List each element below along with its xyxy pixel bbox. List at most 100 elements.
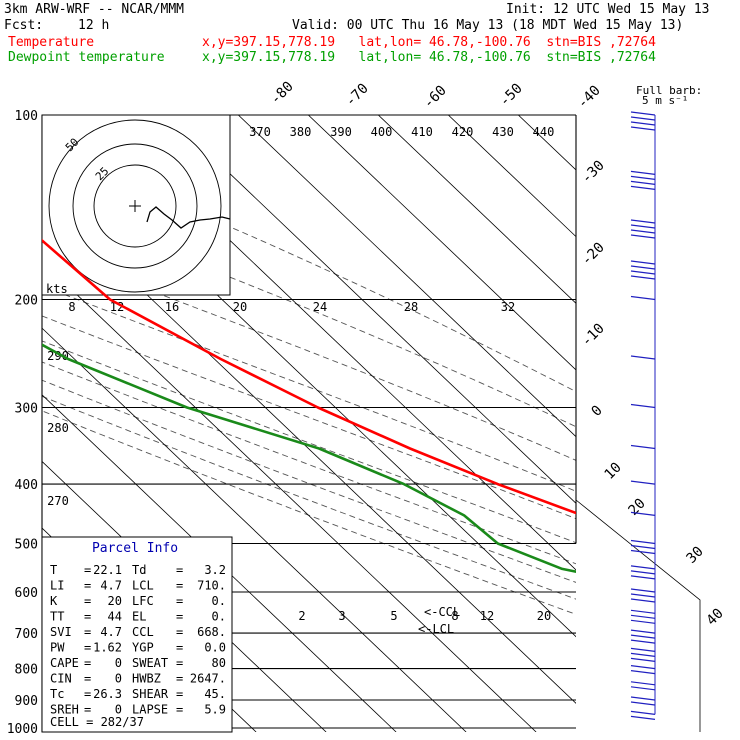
isotherm-label: -50 — [497, 81, 526, 110]
hodograph-speed-tick: 20 — [233, 300, 247, 314]
pressure-labels: 100 200 300 400 500 600 700 800 900 1000 — [7, 109, 38, 737]
parcel-value: 44 — [108, 610, 122, 624]
wind-barb — [630, 696, 656, 701]
mixing-ratio-label: 12 — [480, 609, 494, 623]
parcel-box-frame — [41, 536, 233, 733]
isotherm — [42, 327, 467, 732]
parcel-key: YGP — [132, 641, 154, 655]
dry-adiabat-label: 280 — [47, 421, 69, 435]
wind-barb — [630, 614, 656, 619]
parcel-value: 0.0 — [204, 641, 226, 655]
wind-barb — [630, 570, 656, 575]
wind-barb — [630, 539, 656, 545]
isotherm — [238, 115, 576, 438]
dry-adiabat-label: 400 — [371, 125, 393, 139]
parcel-key: CAPE — [50, 656, 79, 670]
wind-barb — [630, 480, 656, 485]
mixing-ratio-label: 20 — [537, 609, 551, 623]
isotherm-label: 0 — [589, 403, 606, 420]
wind-barb — [630, 549, 656, 555]
hodograph-ring — [93, 164, 177, 248]
wind-barb — [630, 575, 656, 580]
isotherm-label: -20 — [579, 240, 608, 269]
parcel-key: T — [50, 563, 57, 577]
isotherm-label: -80 — [268, 79, 297, 108]
parcel-eq: = — [84, 579, 91, 593]
dry-adiabat-label: 430 — [492, 125, 514, 139]
parcel-key: TT — [50, 610, 64, 624]
parcel-value: 26.3 — [93, 687, 122, 701]
parcel-value: 1.62 — [93, 641, 122, 655]
parcel-eq: = — [84, 563, 91, 577]
wind-barb — [630, 593, 656, 598]
wind-barb — [630, 121, 656, 126]
parcel-key: LCL — [132, 579, 154, 593]
wind-legend-title: Full barb: — [636, 84, 702, 97]
wind-barb — [630, 710, 656, 715]
hodograph-speed-tick: 8 — [68, 300, 75, 314]
parcel-eq: = — [84, 625, 91, 639]
mixing-ratio-label: 2 — [298, 609, 305, 623]
dry-adiabat-label: 370 — [249, 125, 271, 139]
parcel-eq: = — [176, 594, 183, 608]
wind-barb — [630, 701, 656, 706]
wind-barb — [630, 619, 656, 624]
parcel-key: SWEAT — [132, 656, 168, 670]
pressure-tick-label: 1000 — [7, 722, 38, 737]
wind-barb — [630, 670, 656, 675]
moist-adiabat — [42, 315, 576, 520]
parcel-eq: = — [84, 594, 91, 608]
wind-barb — [630, 224, 656, 229]
parcel-value: 80 — [212, 656, 226, 670]
isotherm-label: 10 — [602, 460, 625, 483]
wind-barb — [630, 565, 656, 570]
temperature-line — [42, 238, 576, 515]
parcel-eq: = — [176, 641, 183, 655]
parcel-value: 20 — [108, 594, 122, 608]
moist-adiabat — [42, 203, 576, 428]
wind-barb — [630, 126, 656, 131]
isotherm — [448, 115, 576, 238]
chart-title: 3km ARW-WRF -- NCAR/MMM — [4, 2, 185, 17]
moist-adiabat — [42, 410, 576, 615]
parcel-value: 0. — [212, 594, 226, 608]
wind-barb — [630, 544, 656, 550]
pressure-tick-label: 400 — [15, 478, 38, 493]
dry-adiabat-label: 390 — [330, 125, 352, 139]
pressure-tick-label: 800 — [15, 663, 38, 678]
parcel-key: Tc — [50, 687, 64, 701]
fcst-value: 12 h — [78, 18, 110, 33]
hodograph-ring — [48, 119, 222, 293]
isotherm — [308, 115, 576, 371]
dry-adiabat-label: 420 — [452, 125, 474, 139]
valid-time: Valid: 00 UTC Thu 16 May 13 (18 MDT Wed … — [292, 18, 684, 33]
wind-barb — [630, 511, 656, 516]
legend-dewpoint-name: Dewpoint temperature — [8, 50, 165, 65]
ccl-label: <-CCL — [424, 605, 460, 619]
wind-barb — [630, 295, 656, 301]
mixing-ratio-label: 8 — [451, 609, 458, 623]
wind-barb — [630, 665, 656, 670]
dry-adiabat-label: 290 — [47, 349, 69, 363]
hodograph-speed-tick: 12 — [110, 300, 124, 314]
pressure-tick-label: 100 — [15, 109, 38, 124]
wind-legend-unit: 5 m s⁻¹ — [642, 94, 688, 107]
parcel-value: 668. — [197, 625, 226, 639]
parcel-eq: = — [176, 672, 183, 686]
hodograph-speed-tick: 28 — [404, 300, 418, 314]
parcel-value: 0 — [115, 672, 122, 686]
wind-barb — [630, 175, 656, 180]
legend-temperature-name: Temperature — [8, 35, 95, 50]
hodograph-unit-label: kts — [46, 282, 68, 296]
wind-barb — [630, 111, 656, 116]
init-time: Init: 12 UTC Wed 15 May 13 — [506, 2, 710, 17]
dewpoint-line — [42, 343, 576, 573]
parcel-key: K — [50, 594, 58, 608]
hodograph-speed-tick: 24 — [313, 300, 327, 314]
wind-barb — [630, 715, 656, 720]
isotherm — [42, 394, 397, 732]
wind-barb — [630, 686, 656, 691]
mixing-ratio-label: 3 — [338, 609, 345, 623]
